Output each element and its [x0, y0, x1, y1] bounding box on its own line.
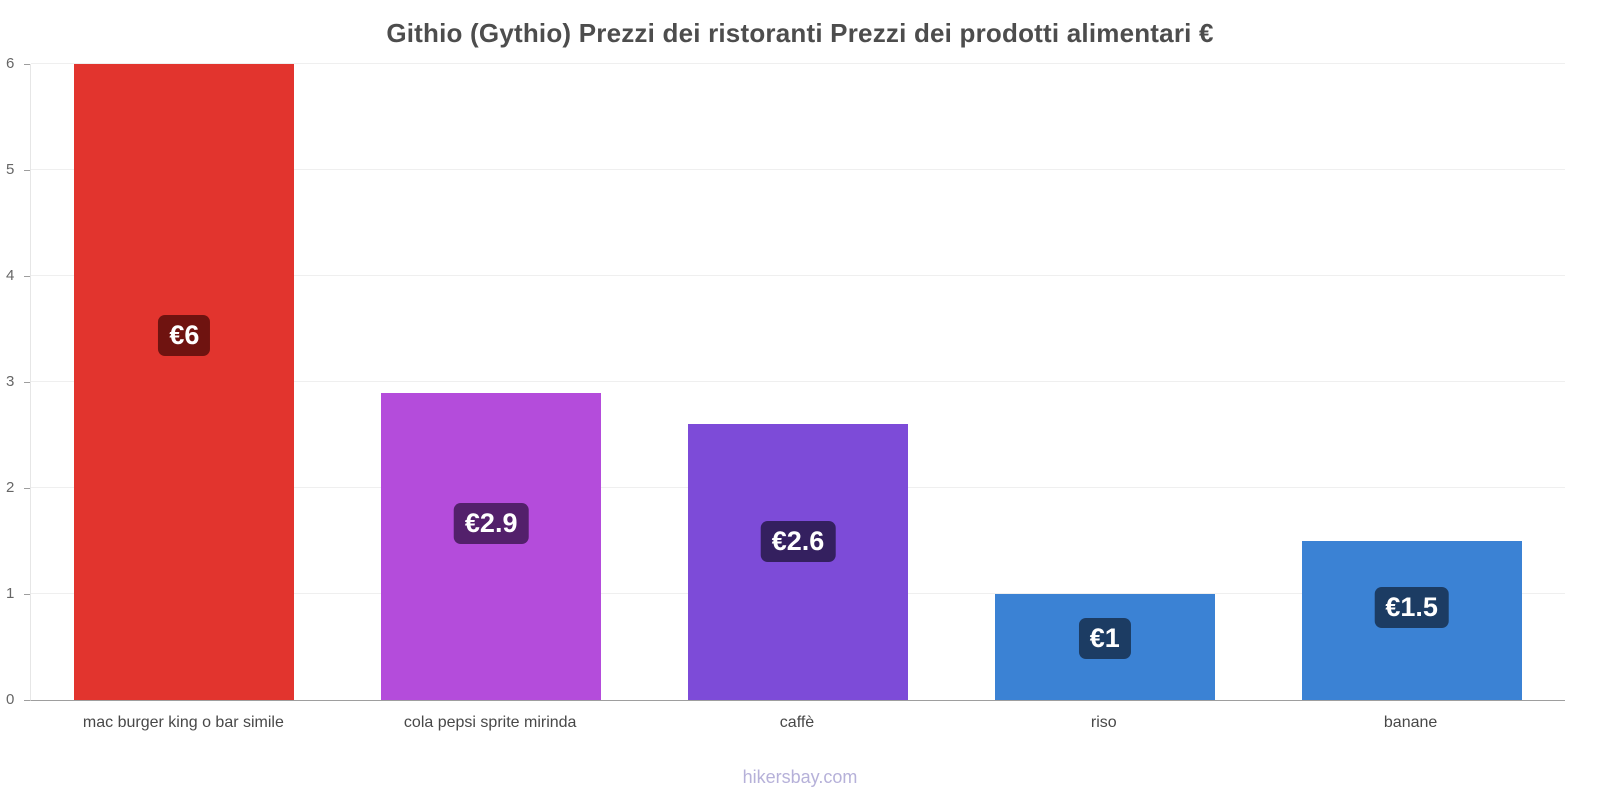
y-axis-tick-label: 1 [6, 585, 15, 602]
bar-value-label: €1 [1078, 617, 1131, 659]
bar-value-label: €2.9 [453, 502, 529, 544]
bar-value-label: €1.5 [1374, 587, 1449, 629]
gridline [31, 169, 1565, 170]
bar: €6 [74, 64, 295, 700]
plot-area: €6 €2.9 €2.6 €1 €1.5 [30, 63, 1565, 701]
x-axis-category-label: banane [1383, 714, 1438, 731]
y-axis-tick-mark [24, 594, 30, 595]
bar-value-label: €6 [158, 315, 211, 357]
y-axis-tick-mark [24, 170, 30, 171]
y-axis-tick-label: 0 [6, 691, 15, 708]
gridline [31, 63, 1565, 64]
watermark: hikersbay.com [742, 767, 858, 787]
y-axis-tick-label: 5 [6, 161, 15, 178]
y-axis-tick-label: 3 [6, 373, 15, 390]
x-axis-labels: mac burger king o bar simile cola pepsi s… [30, 714, 1564, 738]
bar: €1.5 [1301, 541, 1522, 700]
y-axis-tick-mark [24, 488, 30, 489]
y-axis-tick-mark [24, 382, 30, 383]
x-axis-category-label: caffè [779, 714, 815, 731]
chart-title: Githio (Gythio) Prezzi dei ristoranti Pr… [386, 18, 1214, 48]
bar: €2.6 [688, 424, 908, 700]
gridline [31, 381, 1565, 382]
y-axis-tick-label: 6 [6, 55, 15, 72]
x-axis-category-label: mac burger king o bar simile [82, 714, 284, 731]
x-axis-category-label: riso [1090, 714, 1117, 731]
bar: €1 [994, 594, 1215, 700]
x-axis-category-label: cola pepsi sprite mirinda [403, 714, 577, 731]
bar: €2.9 [381, 392, 602, 700]
gridline [31, 275, 1565, 276]
y-axis-tick-mark [24, 64, 30, 65]
bar-value-label: €2.6 [760, 520, 836, 562]
y-axis-tick-mark [24, 700, 30, 701]
y-axis-tick-label: 4 [6, 267, 15, 284]
y-axis-tick-mark [24, 276, 30, 277]
y-axis-tick-label: 2 [6, 479, 15, 496]
